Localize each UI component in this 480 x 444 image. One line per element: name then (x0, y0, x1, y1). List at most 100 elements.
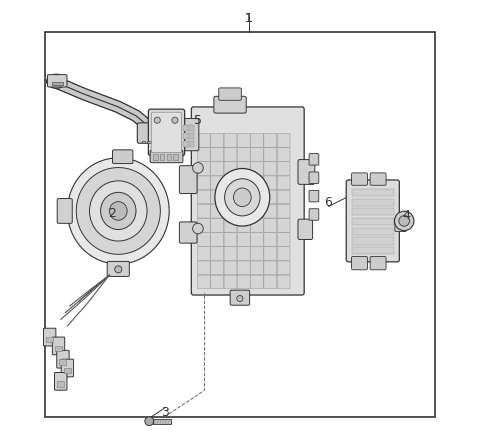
FancyBboxPatch shape (237, 247, 250, 261)
FancyBboxPatch shape (264, 204, 277, 218)
FancyBboxPatch shape (211, 204, 224, 218)
Bar (189, 133, 193, 139)
FancyBboxPatch shape (211, 275, 224, 289)
FancyBboxPatch shape (197, 190, 210, 204)
FancyBboxPatch shape (264, 275, 277, 289)
FancyBboxPatch shape (224, 275, 237, 289)
Bar (189, 125, 193, 131)
FancyBboxPatch shape (219, 88, 241, 100)
FancyBboxPatch shape (197, 134, 210, 147)
Text: 3: 3 (161, 406, 168, 419)
Text: 2: 2 (108, 206, 116, 220)
FancyBboxPatch shape (237, 148, 250, 161)
FancyBboxPatch shape (197, 162, 210, 175)
FancyBboxPatch shape (237, 275, 250, 289)
FancyBboxPatch shape (251, 233, 264, 246)
FancyBboxPatch shape (264, 247, 277, 261)
FancyBboxPatch shape (309, 154, 319, 165)
FancyBboxPatch shape (150, 151, 183, 163)
FancyBboxPatch shape (224, 162, 237, 175)
FancyBboxPatch shape (370, 257, 386, 270)
FancyBboxPatch shape (230, 290, 250, 305)
FancyBboxPatch shape (264, 162, 277, 175)
FancyBboxPatch shape (112, 150, 133, 163)
FancyBboxPatch shape (237, 176, 250, 190)
FancyBboxPatch shape (137, 123, 161, 143)
Text: 5: 5 (194, 114, 202, 127)
FancyBboxPatch shape (237, 233, 250, 246)
FancyBboxPatch shape (351, 173, 368, 185)
FancyBboxPatch shape (264, 233, 277, 246)
FancyBboxPatch shape (351, 257, 368, 270)
Bar (352, 189, 394, 196)
Ellipse shape (145, 417, 154, 426)
FancyBboxPatch shape (211, 218, 224, 232)
Text: 6: 6 (324, 196, 333, 209)
FancyBboxPatch shape (264, 134, 277, 147)
FancyBboxPatch shape (224, 134, 237, 147)
FancyBboxPatch shape (309, 209, 319, 220)
FancyBboxPatch shape (298, 219, 312, 239)
FancyBboxPatch shape (237, 204, 250, 218)
FancyBboxPatch shape (211, 148, 224, 161)
FancyBboxPatch shape (211, 261, 224, 275)
FancyBboxPatch shape (211, 233, 224, 246)
Bar (147, 141, 151, 143)
FancyBboxPatch shape (211, 176, 224, 190)
FancyBboxPatch shape (277, 190, 290, 204)
Bar (60, 359, 67, 365)
FancyBboxPatch shape (197, 176, 210, 190)
FancyBboxPatch shape (264, 148, 277, 161)
FancyBboxPatch shape (224, 176, 237, 190)
FancyBboxPatch shape (395, 218, 407, 231)
FancyBboxPatch shape (57, 350, 69, 368)
FancyBboxPatch shape (251, 176, 264, 190)
FancyBboxPatch shape (264, 261, 277, 275)
FancyBboxPatch shape (237, 134, 250, 147)
Bar (352, 228, 394, 235)
Ellipse shape (154, 117, 160, 123)
FancyBboxPatch shape (277, 275, 290, 289)
FancyBboxPatch shape (224, 261, 237, 275)
FancyBboxPatch shape (251, 134, 264, 147)
Bar (352, 247, 394, 254)
Ellipse shape (76, 167, 160, 254)
Ellipse shape (101, 192, 136, 230)
FancyBboxPatch shape (277, 134, 290, 147)
FancyBboxPatch shape (211, 247, 224, 261)
FancyBboxPatch shape (237, 162, 250, 175)
FancyBboxPatch shape (298, 159, 315, 184)
Ellipse shape (89, 181, 147, 241)
FancyBboxPatch shape (251, 190, 264, 204)
FancyBboxPatch shape (211, 162, 224, 175)
FancyBboxPatch shape (251, 275, 264, 289)
Ellipse shape (115, 266, 122, 273)
Ellipse shape (67, 158, 169, 264)
FancyBboxPatch shape (180, 119, 199, 151)
Bar (160, 154, 164, 160)
FancyBboxPatch shape (277, 218, 290, 232)
Bar (45, 32, 435, 417)
FancyBboxPatch shape (264, 176, 277, 190)
FancyBboxPatch shape (197, 204, 210, 218)
FancyBboxPatch shape (277, 162, 290, 175)
FancyBboxPatch shape (251, 162, 264, 175)
FancyBboxPatch shape (211, 134, 224, 147)
FancyBboxPatch shape (251, 148, 264, 161)
FancyBboxPatch shape (224, 148, 237, 161)
FancyBboxPatch shape (264, 190, 277, 204)
Text: 1: 1 (245, 12, 253, 25)
FancyBboxPatch shape (224, 233, 237, 246)
Bar (153, 419, 170, 424)
Bar (352, 238, 394, 245)
FancyBboxPatch shape (197, 275, 210, 289)
Bar (52, 82, 62, 85)
Bar (167, 154, 171, 160)
FancyBboxPatch shape (148, 109, 185, 155)
FancyBboxPatch shape (224, 218, 237, 232)
Bar (55, 346, 62, 351)
FancyBboxPatch shape (277, 148, 290, 161)
Text: 1: 1 (245, 12, 253, 25)
Ellipse shape (109, 202, 127, 220)
FancyBboxPatch shape (48, 75, 67, 87)
